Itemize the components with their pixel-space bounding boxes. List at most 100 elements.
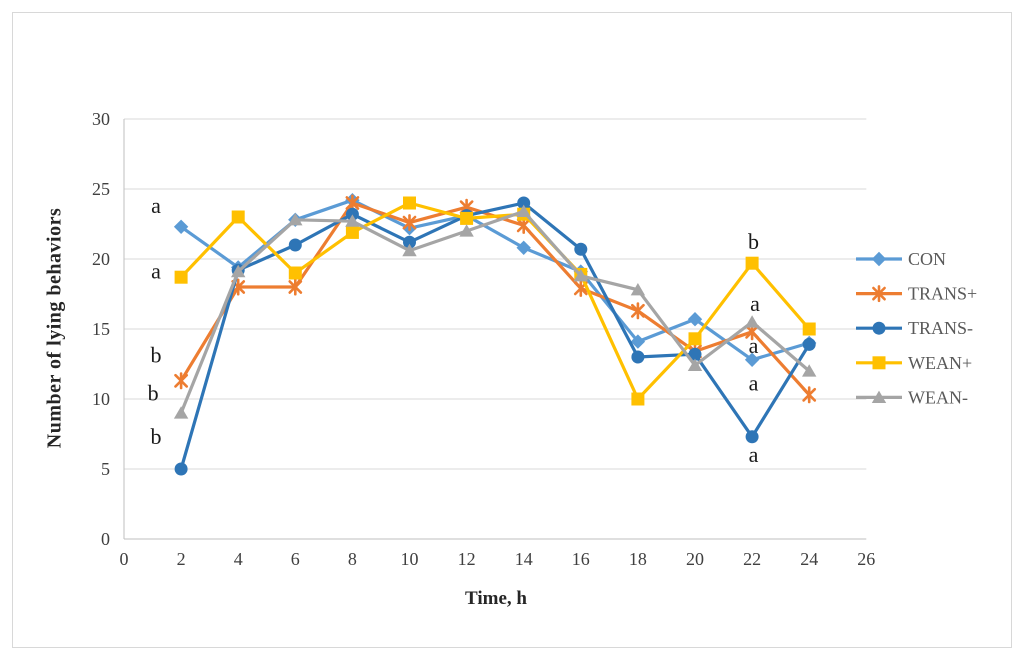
x-tick-label-24: 24 bbox=[800, 549, 818, 569]
marker-asterisk bbox=[174, 372, 188, 390]
marker-diamond bbox=[871, 251, 887, 267]
annotation-b-5: b bbox=[748, 229, 759, 254]
legend-item-TRANS+: TRANS+ bbox=[856, 284, 977, 304]
marker-triangle bbox=[402, 243, 417, 257]
series-WEAN+ bbox=[174, 196, 816, 406]
x-tick-label-22: 22 bbox=[743, 549, 761, 569]
marker-diamond bbox=[744, 352, 760, 367]
y-tick-label-15: 15 bbox=[92, 319, 110, 339]
marker-square bbox=[460, 211, 474, 225]
x-tick-label-14: 14 bbox=[515, 549, 533, 569]
marker-triangle bbox=[573, 269, 588, 282]
series-line-WEAN- bbox=[179, 209, 811, 415]
marker-triangle bbox=[288, 213, 303, 226]
marker-triangle bbox=[687, 358, 703, 371]
y-axis-title: Number of lying behaviors bbox=[43, 207, 66, 449]
marker-square bbox=[688, 332, 702, 346]
marker-circle bbox=[174, 462, 188, 476]
x-axis-title: Time, h bbox=[465, 588, 527, 609]
marker-asterisk bbox=[402, 214, 417, 232]
series-WEAN- bbox=[173, 204, 817, 419]
y-tick-label-30: 30 bbox=[92, 109, 110, 129]
annotation-a-6: a bbox=[750, 291, 760, 316]
series-line-CON bbox=[179, 198, 811, 362]
x-tick-label-18: 18 bbox=[629, 549, 647, 569]
x-tick-label-20: 20 bbox=[686, 549, 704, 569]
y-tick-label-25: 25 bbox=[92, 179, 110, 199]
marker-diamond bbox=[630, 334, 646, 349]
annotation-a-9: a bbox=[749, 442, 759, 467]
y-tick-label-20: 20 bbox=[92, 249, 110, 269]
marker-circle bbox=[688, 347, 702, 361]
marker-circle bbox=[872, 321, 886, 335]
marker-asterisk bbox=[630, 302, 645, 320]
marker-circle bbox=[802, 337, 816, 351]
marker-triangle bbox=[459, 224, 474, 237]
x-tick-label-26: 26 bbox=[857, 549, 875, 569]
marker-square bbox=[288, 266, 302, 280]
x-tick-label-10: 10 bbox=[401, 549, 419, 569]
x-tick-label-0: 0 bbox=[120, 549, 129, 569]
marker-diamond bbox=[687, 312, 703, 327]
marker-triangle bbox=[802, 364, 817, 377]
legend-label-TRANS+: TRANS+ bbox=[908, 284, 977, 304]
annotation-a-7: a bbox=[749, 333, 759, 358]
marker-triangle bbox=[871, 390, 887, 403]
marker-square bbox=[345, 225, 359, 239]
marker-asterisk bbox=[288, 278, 303, 296]
x-tick-label-8: 8 bbox=[348, 549, 357, 569]
x-tick-label-6: 6 bbox=[291, 549, 300, 569]
series-TRANS+ bbox=[174, 194, 817, 404]
marker-triangle bbox=[630, 283, 646, 296]
figure-border bbox=[12, 12, 1012, 648]
annotation-a-1: a bbox=[151, 259, 161, 284]
annotation-b-2: b bbox=[150, 343, 161, 368]
marker-square bbox=[745, 256, 759, 270]
marker-diamond bbox=[516, 240, 531, 255]
marker-square bbox=[631, 392, 645, 406]
legend-label-WEAN-: WEAN- bbox=[908, 387, 968, 407]
marker-circle bbox=[574, 242, 588, 256]
annotation-b-4: b bbox=[150, 424, 161, 449]
marker-square bbox=[403, 196, 416, 210]
series-line-WEAN+ bbox=[179, 201, 811, 401]
marker-square bbox=[872, 356, 886, 370]
marker-triangle bbox=[173, 406, 189, 419]
x-tick-label-4: 4 bbox=[234, 549, 243, 569]
legend-label-WEAN+: WEAN+ bbox=[908, 353, 972, 373]
marker-square bbox=[802, 322, 816, 336]
marker-square bbox=[174, 270, 188, 284]
annotation-b-3: b bbox=[148, 380, 159, 405]
marker-square bbox=[231, 210, 245, 224]
y-tick-label-10: 10 bbox=[92, 389, 110, 409]
x-tick-label-16: 16 bbox=[572, 549, 590, 569]
marker-circle bbox=[288, 238, 302, 252]
marker-circle bbox=[517, 196, 531, 210]
legend-item-CON: CON bbox=[856, 249, 946, 269]
y-tick-label-0: 0 bbox=[101, 529, 110, 549]
marker-circle bbox=[345, 207, 359, 221]
marker-triangle bbox=[516, 204, 531, 217]
legend-label-TRANS-: TRANS- bbox=[908, 318, 973, 338]
legend-item-TRANS-: TRANS- bbox=[856, 318, 973, 338]
marker-circle bbox=[745, 430, 759, 444]
legend-item-WEAN-: WEAN- bbox=[856, 387, 968, 407]
legend-item-WEAN+: WEAN+ bbox=[856, 353, 972, 373]
legend-label-CON: CON bbox=[908, 249, 946, 269]
marker-asterisk bbox=[872, 285, 886, 303]
series-CON bbox=[173, 193, 817, 367]
annotation-a-0: a bbox=[151, 193, 161, 218]
legend: CON TRANS+ TRANS- WEAN+ WEAN- bbox=[856, 249, 977, 407]
x-tick-label-12: 12 bbox=[458, 549, 476, 569]
marker-circle bbox=[631, 350, 645, 364]
series-line-TRANS- bbox=[179, 201, 811, 471]
marker-diamond bbox=[173, 219, 189, 234]
marker-triangle bbox=[345, 214, 360, 227]
annotation-a-8: a bbox=[749, 371, 759, 396]
y-tick-label-5: 5 bbox=[101, 459, 110, 479]
marker-triangle bbox=[231, 264, 246, 278]
marker-triangle bbox=[744, 315, 760, 328]
x-tick-label-2: 2 bbox=[177, 549, 186, 569]
